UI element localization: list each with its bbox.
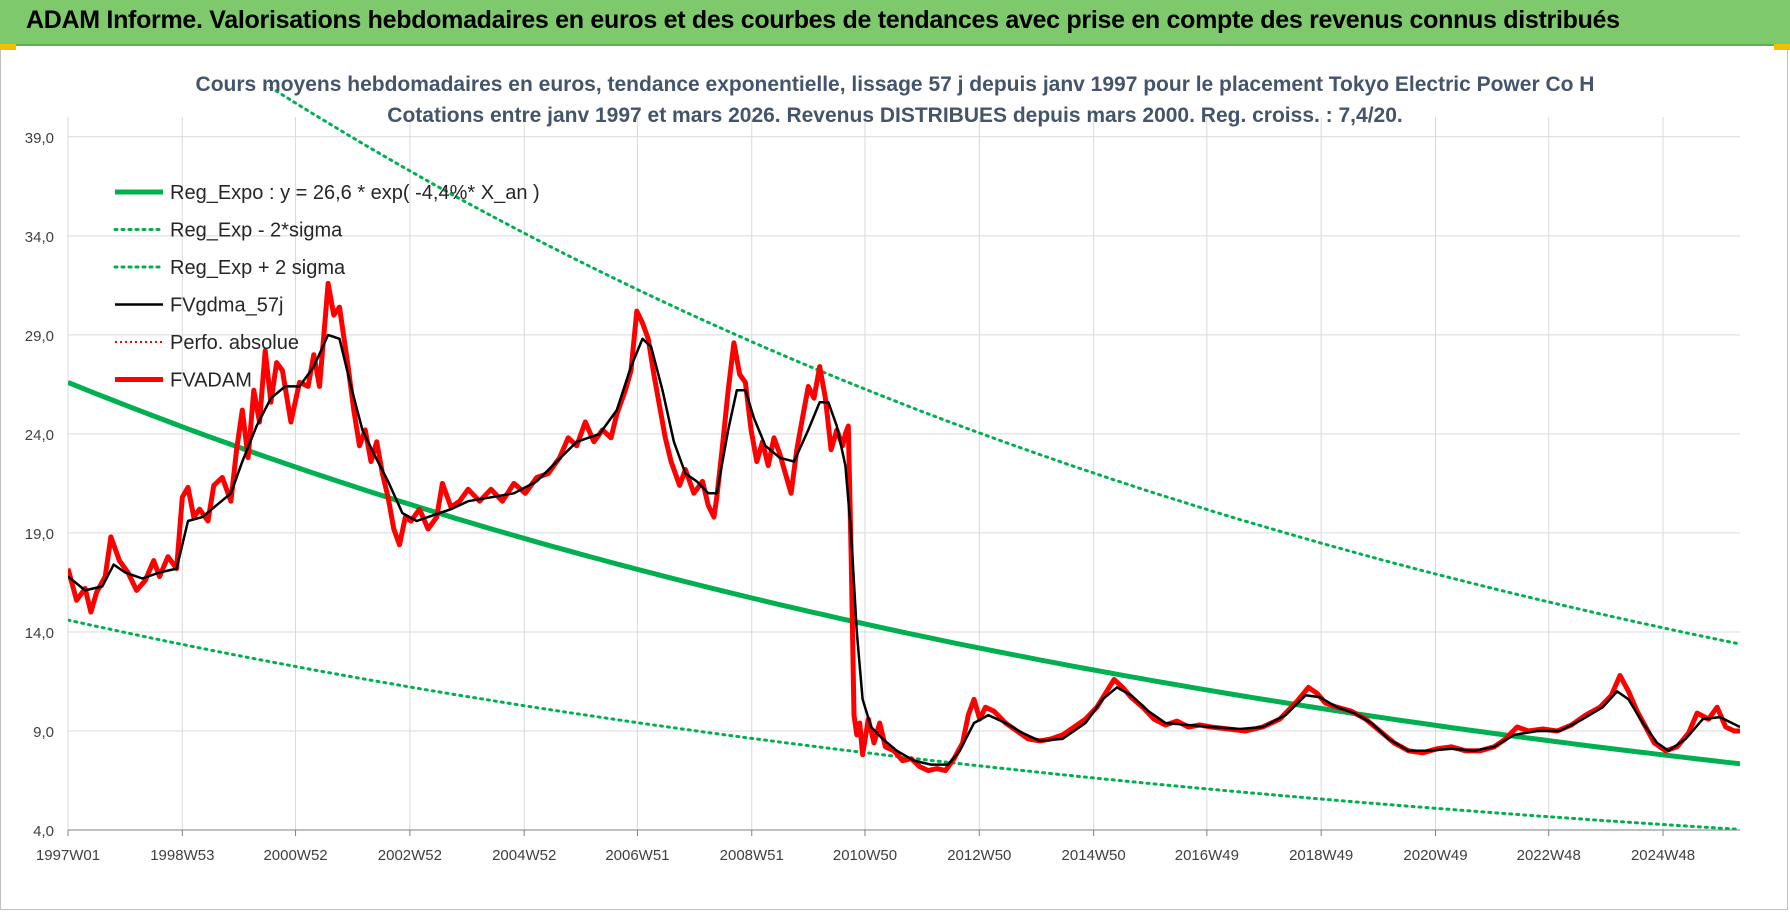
regression-curve (68, 380, 1740, 767)
x-tick-label: 2024W48 (1631, 847, 1695, 864)
x-tick-label: 2008W51 (720, 847, 784, 864)
y-tick-label: 19,0 (25, 526, 54, 543)
legend-reg-expo-label: Reg_Expo : y = 26,6 * exp( -4,4%* X_an ) (170, 182, 540, 204)
y-tick-label: 24,0 (25, 427, 54, 444)
regression-upper-band (267, 87, 1740, 646)
x-tick-label: 2018W49 (1289, 847, 1353, 864)
x-tick-label: 2006W51 (605, 847, 669, 864)
y-tick-label: 29,0 (25, 328, 54, 345)
x-tick-label: 2020W49 (1403, 847, 1467, 864)
x-tick-label: 2000W52 (263, 847, 327, 864)
y-tick-label: 4,0 (33, 823, 54, 840)
x-tick-label: 2010W50 (833, 847, 897, 864)
x-tick-label: 2022W48 (1517, 847, 1581, 864)
corner-marker-left (0, 44, 16, 50)
x-tick-label: 1998W53 (150, 847, 214, 864)
y-tick-label: 34,0 (25, 229, 54, 246)
x-tick-label: 2016W49 (1175, 847, 1239, 864)
x-tick-label: 2012W50 (947, 847, 1011, 864)
legend-reg-minus-sigma-label: Reg_Exp - 2*sigma (170, 220, 343, 242)
x-tick-label: 2014W50 (1062, 847, 1126, 864)
x-tick-label: 2004W52 (492, 847, 556, 864)
corner-marker-right (1774, 44, 1790, 50)
y-tick-label: 9,0 (33, 724, 54, 741)
x-tick-label: 1997W01 (36, 847, 100, 864)
legend-perfo-label: Perfo. absolue (170, 332, 299, 354)
report-title: ADAM Informe. Valorisations hebdomadaire… (26, 6, 1620, 34)
legend-reg-plus-sigma-label: Reg_Exp + 2 sigma (170, 257, 346, 279)
chart-subtitle: Cotations entre janv 1997 et mars 2026. … (387, 104, 1403, 127)
y-tick-label: 14,0 (25, 625, 54, 642)
report-banner: ADAM Informe. Valorisations hebdomadaire… (0, 0, 1790, 46)
legend-fvadam-label: FVADAM (170, 370, 252, 392)
x-tick-label: 2002W52 (378, 847, 442, 864)
y-tick-label: 39,0 (25, 130, 54, 147)
fvgdma-line (68, 333, 1740, 766)
legend-fvgdma-label: FVgdma_57j (170, 295, 283, 317)
chart-title: Cours moyens hebdomadaires en euros, ten… (195, 73, 1595, 96)
regression-lower-band (68, 618, 1740, 830)
